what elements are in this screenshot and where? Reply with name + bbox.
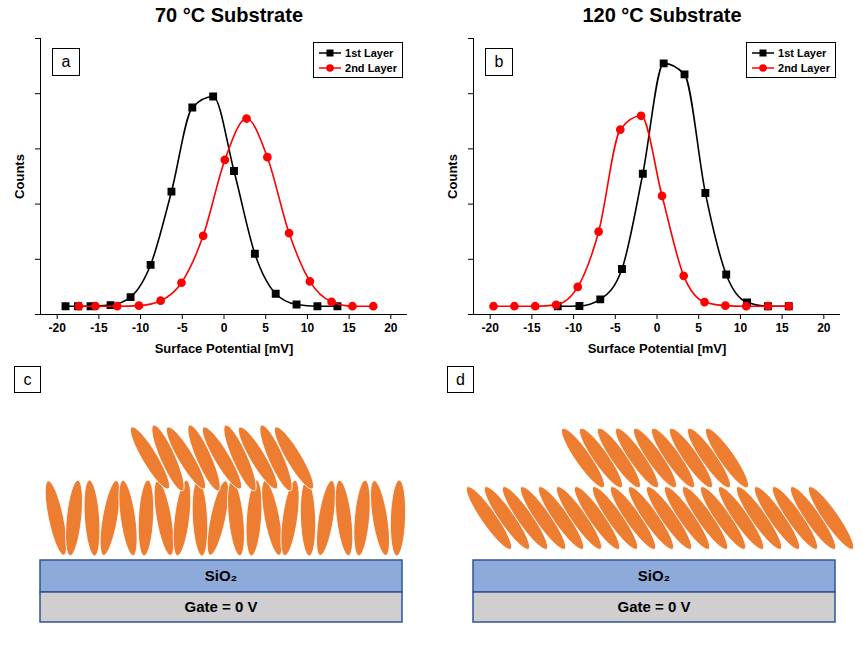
html-text:1st Layer: 1st Layer bbox=[778, 46, 827, 59]
svg-text:SiO₂: SiO₂ bbox=[638, 567, 671, 584]
svg-text:-20: -20 bbox=[49, 321, 67, 335]
svg-text:10: 10 bbox=[301, 321, 315, 335]
svg-text:10: 10 bbox=[734, 321, 748, 335]
svg-text:d: d bbox=[456, 371, 465, 388]
svg-text:5: 5 bbox=[695, 321, 702, 335]
html-text:b: b bbox=[494, 53, 504, 70]
svg-text:0: 0 bbox=[654, 321, 661, 335]
svg-text:Surface Potential [mV]: Surface Potential [mV] bbox=[588, 341, 727, 356]
html-text:2nd Layer: 2nd Layer bbox=[345, 61, 397, 74]
svg-text:c: c bbox=[24, 371, 32, 388]
svg-text:Counts: Counts bbox=[445, 154, 460, 199]
svg-text:15: 15 bbox=[342, 321, 356, 335]
svg-text:SiO₂: SiO₂ bbox=[205, 567, 238, 584]
svg-text:15: 15 bbox=[775, 321, 789, 335]
svg-text:20: 20 bbox=[817, 321, 831, 335]
svg-text:Counts: Counts bbox=[12, 154, 27, 199]
html-text:2nd Layer: 2nd Layer bbox=[778, 61, 830, 74]
svg-text:-20: -20 bbox=[482, 321, 500, 335]
svg-text:5: 5 bbox=[262, 321, 269, 335]
svg-text:Surface Potential [mV]: Surface Potential [mV] bbox=[155, 341, 294, 356]
svg-text:-5: -5 bbox=[610, 321, 621, 335]
svg-text:-10: -10 bbox=[565, 321, 583, 335]
html-text:1st Layer: 1st Layer bbox=[345, 46, 394, 59]
svg-text:0: 0 bbox=[221, 321, 228, 335]
html-text:a: a bbox=[61, 53, 71, 70]
html-text:120 °C Substrate: 120 °C Substrate bbox=[582, 4, 742, 26]
svg-text:-10: -10 bbox=[132, 321, 150, 335]
svg-text:20: 20 bbox=[384, 321, 398, 335]
svg-text:Gate = 0 V: Gate = 0 V bbox=[185, 598, 258, 615]
svg-text:-15: -15 bbox=[90, 321, 108, 335]
svg-text:-5: -5 bbox=[177, 321, 188, 335]
html-text:70 °C Substrate: 70 °C Substrate bbox=[155, 4, 303, 26]
svg-text:-15: -15 bbox=[523, 321, 541, 335]
svg-text:Gate = 0 V: Gate = 0 V bbox=[618, 598, 691, 615]
